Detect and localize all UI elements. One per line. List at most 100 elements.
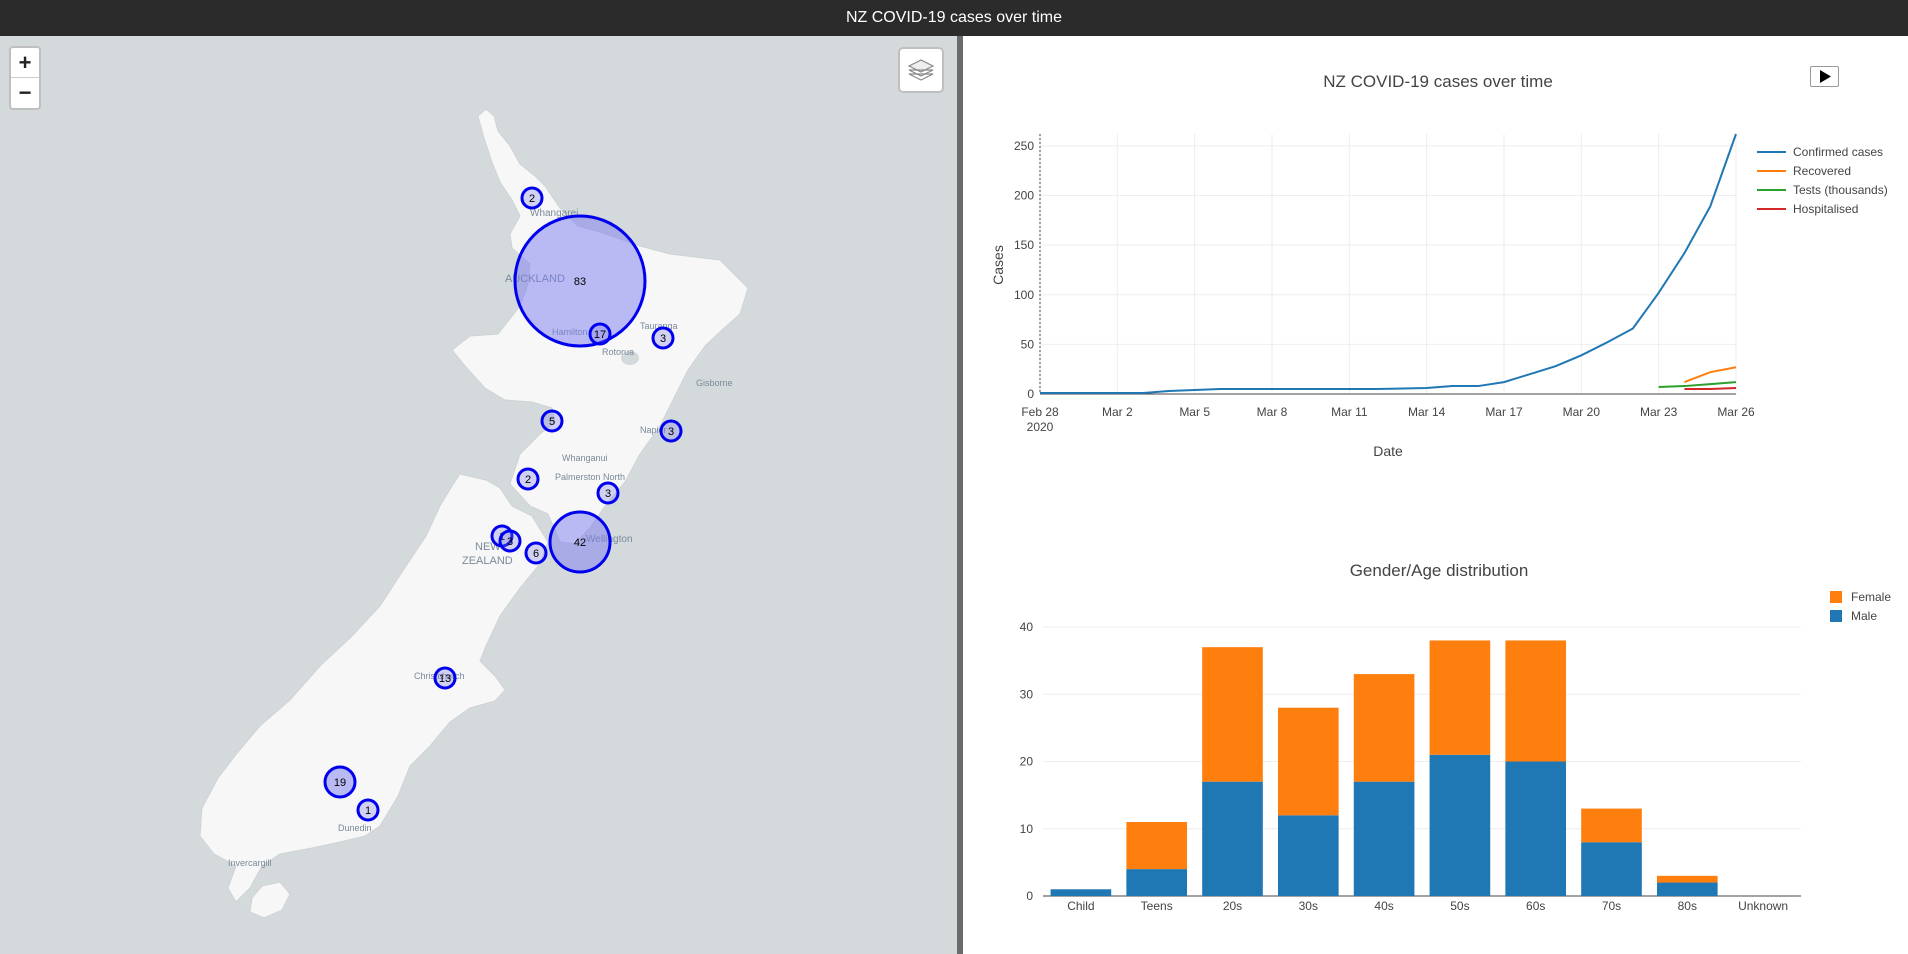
x-tick-label: Mar 5 [1179, 405, 1210, 419]
cluster-circle[interactable] [651, 326, 675, 350]
x-tick-label: 70s [1602, 899, 1621, 913]
place-label: Napier [640, 425, 667, 435]
cluster-circle[interactable] [588, 322, 612, 346]
x-tick-label: Teens [1141, 899, 1173, 913]
x-tick-label: 60s [1526, 899, 1545, 913]
x-tick-label: Mar 23 [1640, 405, 1678, 419]
bar-female[interactable] [1353, 674, 1415, 782]
nz-map[interactable]: WhangareiAUCKLANDHamiltonTaurangaRotorua… [0, 36, 957, 954]
x-tick-label: 30s [1299, 899, 1318, 913]
bar-male[interactable] [1126, 869, 1188, 896]
case-cluster-marker[interactable]: 13 [433, 666, 457, 690]
y-tick-label: 30 [1020, 687, 1034, 701]
cluster-circle[interactable] [513, 214, 647, 348]
y-axis-title: Cases [990, 245, 1006, 285]
cluster-circle[interactable] [548, 510, 612, 574]
case-cluster-marker[interactable]: 3 [498, 529, 522, 553]
x-tick-label: Mar 11 [1331, 405, 1368, 419]
cluster-circle[interactable] [433, 666, 457, 690]
case-cluster-marker[interactable]: 17 [588, 322, 612, 346]
y-tick-label: 40 [1020, 620, 1034, 634]
bar-female[interactable] [1429, 640, 1491, 755]
cluster-circle[interactable] [498, 529, 522, 553]
south-island [199, 473, 549, 903]
play-icon [1820, 70, 1831, 83]
place-label: Whanganui [562, 453, 608, 463]
bar-male[interactable] [1277, 815, 1339, 896]
play-button[interactable] [1810, 66, 1839, 87]
cluster-count: 3 [668, 426, 674, 438]
case-cluster-marker[interactable]: 3 [651, 326, 675, 350]
place-label: Rotorua [602, 347, 634, 357]
cluster-count: 6 [533, 548, 539, 560]
case-cluster-marker[interactable]: 2 [520, 186, 544, 210]
legend-label[interactable]: Confirmed cases [1793, 145, 1883, 159]
x-tick-label: 80s [1678, 899, 1697, 913]
map-panel[interactable]: WhangareiAUCKLANDHamiltonTaurangaRotorua… [0, 36, 957, 954]
stewart-island [249, 881, 291, 919]
cluster-circle[interactable] [540, 409, 564, 433]
x-tick-label: Mar 2 [1102, 405, 1133, 419]
bar-male[interactable] [1353, 781, 1415, 896]
case-cluster-marker[interactable]: 2 [516, 467, 540, 491]
gender-age-bar-chart: Gender/Age distribution 0 10 20 30 40 Child Tee… [1020, 561, 1892, 913]
legend-label[interactable]: Hospitalised [1793, 202, 1858, 216]
cluster-count: 42 [574, 537, 586, 549]
legend-label[interactable]: Female [1851, 590, 1891, 604]
x-axis-title: Date [1373, 443, 1403, 459]
case-cluster-marker[interactable]: 1 [356, 798, 380, 822]
cluster-circle[interactable] [524, 541, 548, 565]
cluster-circle[interactable] [356, 798, 380, 822]
case-cluster-marker[interactable]: 83 [513, 214, 647, 348]
cluster-circle[interactable] [516, 467, 540, 491]
series-line [1684, 387, 1737, 391]
place-label: Whangarei [530, 208, 578, 219]
case-cluster-marker[interactable]: 42 [548, 510, 612, 574]
x-tick-year: 2020 [1027, 420, 1054, 434]
zoom-out-button[interactable]: − [18, 80, 32, 105]
case-cluster-marker[interactable]: 6 [524, 541, 548, 565]
place-label: Dunedin [338, 823, 372, 833]
bar-male[interactable] [1202, 781, 1263, 896]
cluster-circle[interactable] [659, 419, 683, 443]
cluster-circle[interactable] [323, 765, 357, 799]
page-title: NZ COVID-19 cases over time [0, 0, 1908, 36]
line-chart-title: NZ COVID-19 cases over time [1323, 72, 1553, 91]
bar-female[interactable] [1505, 640, 1567, 762]
layers-icon [907, 59, 935, 81]
series-line [1040, 133, 1737, 395]
bar-female[interactable] [1202, 647, 1263, 782]
case-cluster-marker[interactable]: 19 [323, 765, 357, 799]
legend-label[interactable]: Recovered [1793, 164, 1851, 178]
legend-label[interactable]: Male [1851, 609, 1877, 623]
layers-button[interactable] [898, 47, 944, 93]
bar-male[interactable] [1581, 842, 1642, 896]
x-tick-label: 40s [1374, 899, 1393, 913]
legend-label[interactable]: Tests (thousands) [1793, 183, 1888, 197]
case-cluster-marker[interactable]: 5 [540, 409, 564, 433]
case-cluster-marker[interactable]: 3 [596, 481, 620, 505]
case-cluster-marker[interactable]: 3 [659, 419, 683, 443]
y-tick-label: 200 [1014, 189, 1034, 203]
panel-divider[interactable] [957, 36, 963, 954]
y-tick-label: 20 [1020, 755, 1034, 769]
bar-female[interactable] [1126, 822, 1188, 870]
bar-female[interactable] [1656, 875, 1718, 883]
cluster-circle[interactable] [520, 186, 544, 210]
cluster-count: 3 [507, 536, 513, 548]
cluster-circle[interactable] [596, 481, 620, 505]
charts-panel: NZ COVID-19 cases over time Feb 28 Mar 2 Ma… [963, 36, 1908, 954]
x-tick-label: Unknown [1738, 899, 1788, 913]
cluster-count: 2 [529, 193, 535, 205]
y-tick-label: 100 [1014, 288, 1034, 302]
zoom-in-button[interactable]: + [11, 48, 39, 78]
bar-male[interactable] [1050, 889, 1112, 896]
cluster-count: 19 [334, 777, 346, 789]
bar-male[interactable] [1505, 761, 1567, 897]
bar-female[interactable] [1581, 808, 1642, 843]
bar-male[interactable] [1656, 882, 1718, 896]
bar-male[interactable] [1429, 754, 1491, 896]
place-label: ZEALAND [462, 555, 513, 567]
x-tick-label: Feb 28 [1021, 405, 1059, 419]
bar-female[interactable] [1277, 707, 1339, 816]
